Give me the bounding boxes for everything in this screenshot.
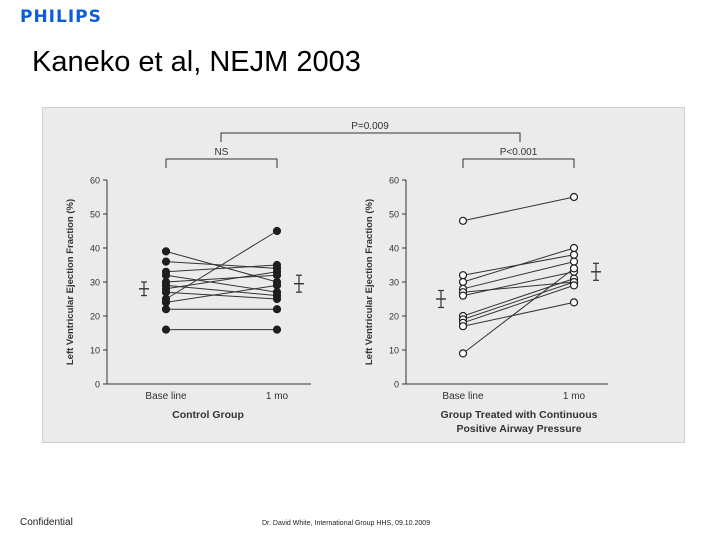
series-line-2-3 [462,247,575,283]
y-axis-label-1: Left Ventricular Ejection Fraction (%) [65,199,76,365]
group-label-2-line2: Positive Airway Pressure [456,423,581,435]
y-tick-label-2-0: 0 [394,380,399,390]
data-point-1-1-1 [161,247,171,256]
series-line-2-11 [462,268,575,354]
slide-title: Kaneko et al, NEJM 2003 [32,46,361,78]
footer-credit: Dr. David White, International Group HHS… [262,520,431,527]
data-point-1-2-1 [161,257,171,266]
data-point-1-11-1 [161,305,171,314]
series-line-2-7 [462,278,575,317]
x-tick-label-1-2: 1 mo [266,391,289,402]
data-point-1-10-2 [272,281,282,290]
data-point-1-10-1 [161,298,171,307]
data-point-2-2-1 [458,271,468,280]
series-line-2-6 [462,271,575,297]
y-tick-label-2-20: 20 [389,312,399,322]
bracket-2 [462,158,575,168]
bracket-label-2: P<0.001 [500,147,538,158]
data-point-2-3-1 [458,277,468,287]
y-tick-label-2-50: 50 [389,210,399,220]
y-tick-label-2-30: 30 [389,278,399,288]
data-point-2-4-2 [569,257,579,266]
data-point-2-3-2 [569,243,579,253]
series-line-1-5 [165,274,278,283]
series-line-1-10 [165,284,278,303]
data-point-1-11-2 [272,305,282,314]
series-line-1-7 [165,271,278,290]
series-line-2-4 [462,261,575,290]
bracket-label-1: NS [215,147,229,158]
data-point-2-10-1 [458,322,468,331]
comparison-label: P=0.009 [351,121,389,132]
data-point-1-9-2 [272,226,282,236]
data-point-2-10-2 [569,298,579,307]
y-axis-label-2: Left Ventricular Ejection Fraction (%) [364,199,375,365]
series-line-2-1 [462,196,575,222]
y-tick-label-2-60: 60 [389,176,399,186]
x-tick-label-1-1: Base line [145,391,187,402]
group-label-1: Control Group [172,409,244,421]
data-point-2-1-1 [458,216,468,225]
y-tick-label-1-40: 40 [90,244,100,254]
figure-frame: 0 10 20 30 40 50 60 Left Ventricular Ejection F… [42,107,685,443]
series-line-2-10 [462,301,575,327]
data-point-1-12-1 [161,325,171,334]
data-point-1-7-2 [272,267,282,276]
y-tick-label-1-10: 10 [90,346,100,356]
data-point-1-12-2 [272,325,282,334]
series-line-2-9 [462,284,575,324]
data-point-2-2-2 [569,250,579,259]
philips-logo: PHILIPS [20,7,102,27]
data-point-1-8-2 [272,294,282,304]
figure-chart: 0 10 20 30 40 50 60 Left Ventricular Ejection F… [65,121,608,435]
data-point-2-9-2 [569,281,579,290]
data-point-1-8-1 [161,288,171,297]
y-tick-label-1-20: 20 [90,312,100,322]
y-tick-label-1-0: 0 [95,380,100,390]
footer-confidential: Confidential [20,517,73,528]
series-line-2-5 [462,281,575,293]
x-tick-label-2-2: 1 mo [563,391,586,402]
y-tick-label-1-60: 60 [90,176,100,186]
series-line-1-1 [165,250,278,283]
x-tick-label-2-1: Base line [442,391,484,402]
data-point-2-6-1 [458,291,468,300]
data-point-2-1-2 [569,192,579,202]
bracket-1 [165,158,278,168]
group-label-2-line1: Group Treated with Continuous [441,409,598,421]
data-point-2-11-2 [569,264,579,273]
series-line-1-4 [165,274,278,293]
series-line-1-3 [165,264,278,273]
series-line-1-8 [165,291,278,300]
data-point-1-4-1 [161,271,171,280]
comparison-bracket [220,132,521,142]
data-point-1-3-2 [272,260,282,270]
y-tick-label-1-50: 50 [90,210,100,220]
series-line-1-9 [165,230,278,300]
data-point-2-11-1 [458,349,468,358]
y-tick-label-2-40: 40 [389,244,399,254]
y-tick-label-2-10: 10 [389,346,399,356]
y-tick-label-1-30: 30 [90,278,100,288]
series-line-2-8 [462,281,575,320]
